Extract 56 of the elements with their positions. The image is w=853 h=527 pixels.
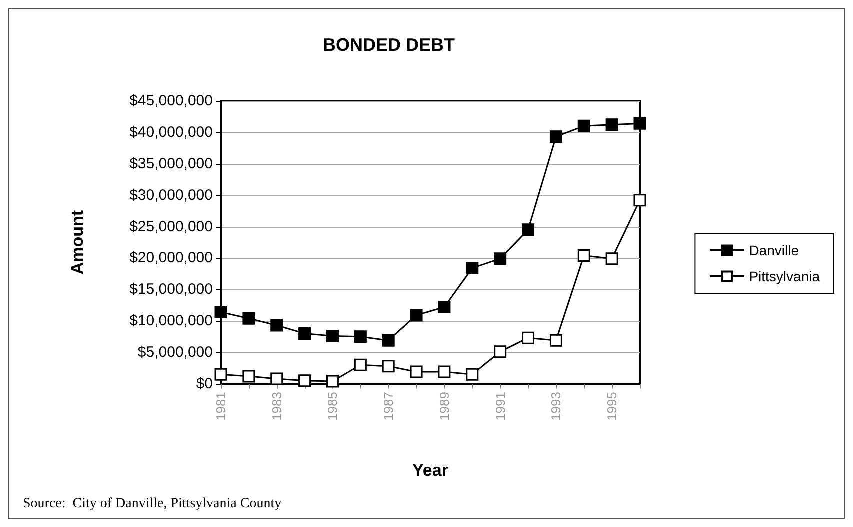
point (242, 312, 256, 325)
y-tick-label: $20,000,000 (130, 250, 213, 267)
point (410, 309, 423, 322)
point (494, 346, 507, 358)
point (382, 334, 395, 347)
y-tick-label: $30,000,000 (130, 186, 213, 204)
point (214, 368, 228, 381)
y-tick-label: $0 (196, 376, 213, 392)
point (522, 332, 535, 344)
point (522, 224, 535, 236)
point (606, 252, 618, 266)
y-tick-label: $10,000,000 (130, 312, 213, 330)
point (606, 118, 618, 132)
x-tick-label: 1989 (436, 392, 452, 421)
x-tick-label: 1993 (548, 392, 564, 421)
chart-title: BONDED DEBT (322, 35, 456, 55)
point (270, 319, 284, 332)
point (242, 370, 256, 383)
x-tick-label: 1981 (214, 392, 228, 421)
x-tick-label: 1985 (325, 392, 340, 421)
legend-label: Danville (749, 242, 800, 258)
point (550, 130, 562, 144)
point (578, 249, 590, 262)
point (466, 368, 479, 381)
y-axis-title: Amount (68, 210, 87, 275)
point (214, 306, 228, 319)
point (298, 374, 312, 388)
point (326, 375, 339, 388)
x-tick-label: 1991 (492, 392, 508, 421)
x-tick-label: 1987 (381, 392, 396, 421)
point (270, 372, 284, 386)
y-tick-label: $5,000,000 (138, 344, 213, 362)
point (634, 194, 646, 207)
y-tick-label: $45,000,000 (130, 92, 213, 110)
point (298, 327, 312, 340)
point (382, 360, 395, 373)
y-tick-label: $15,000,000 (130, 281, 213, 298)
source-note: Source: City of Danville, Pittsylvania County (23, 496, 282, 512)
point (354, 330, 367, 344)
x-tick-label: 1995 (604, 392, 620, 421)
point (354, 358, 367, 372)
point (410, 366, 423, 378)
x-axis-title: Year (412, 461, 449, 480)
point (578, 120, 590, 132)
y-tick-label: $25,000,000 (130, 218, 213, 236)
point (550, 334, 562, 347)
y-tick-label: $40,000,000 (130, 124, 213, 141)
point (634, 117, 646, 130)
y-tick-label: $35,000,000 (130, 155, 213, 172)
point (466, 262, 479, 275)
point (326, 330, 339, 342)
legend-label: Pittsylvania (749, 268, 820, 284)
point (494, 252, 507, 266)
x-tick-label: 1983 (269, 392, 284, 421)
point (438, 366, 451, 378)
point (438, 301, 451, 314)
